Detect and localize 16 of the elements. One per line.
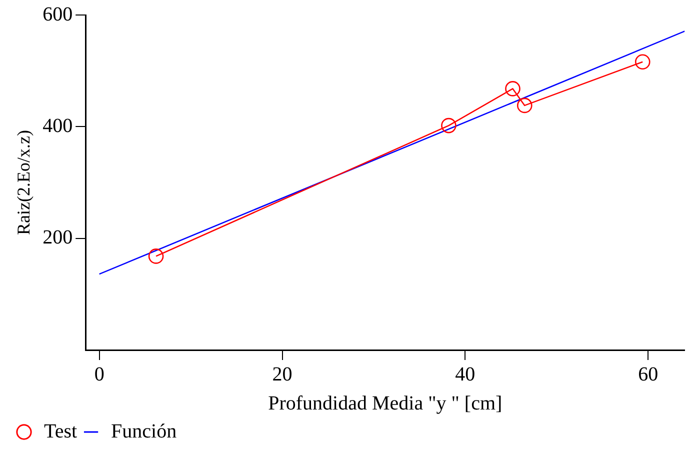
y-tick-label: 400 xyxy=(42,114,73,137)
point xyxy=(505,81,520,96)
x-tick-label: 60 xyxy=(638,363,658,386)
point xyxy=(148,248,164,264)
y-tick-label: 200 xyxy=(42,226,73,249)
x-tick-label: 40 xyxy=(455,363,476,386)
y-tick-label: 600 xyxy=(42,3,73,26)
legend-label: Test xyxy=(44,420,78,442)
x-axis-title: Profundidad Media "y " [cm] xyxy=(268,392,502,414)
x-tick-label: 0 xyxy=(94,363,104,386)
point xyxy=(516,98,532,114)
legend-label: Función xyxy=(111,420,177,442)
y-axis-title: Raiz(2.Eo/x.z) xyxy=(14,130,34,235)
point xyxy=(441,118,456,134)
point xyxy=(634,54,650,70)
x-tick-label: 20 xyxy=(272,363,292,386)
